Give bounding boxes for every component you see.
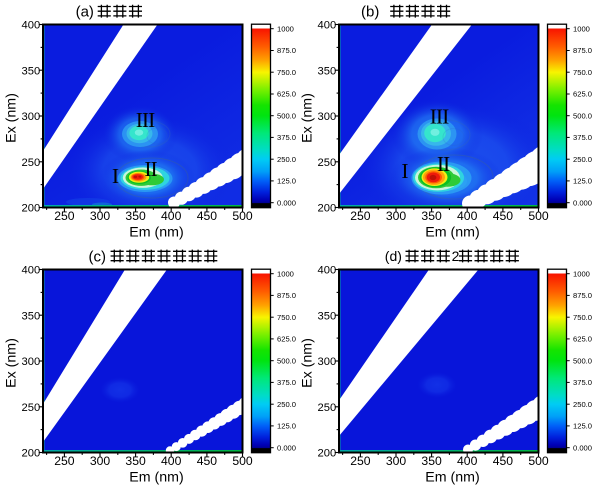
svg-text:1000: 1000: [573, 269, 590, 278]
svg-text:625.0: 625.0: [277, 90, 296, 99]
svg-text:(b): (b): [361, 4, 379, 21]
svg-text:125.0: 125.0: [573, 177, 592, 186]
svg-text:750.0: 750.0: [573, 313, 592, 322]
svg-text:350: 350: [318, 310, 337, 322]
svg-text:Ex (nm): Ex (nm): [300, 338, 316, 388]
svg-text:750.0: 750.0: [573, 68, 592, 77]
svg-text:375.0: 375.0: [573, 133, 592, 142]
svg-text:III: III: [430, 105, 449, 129]
svg-text:(d): (d): [385, 248, 402, 264]
svg-text:250: 250: [318, 157, 337, 169]
svg-text:750.0: 750.0: [277, 313, 296, 322]
svg-text:250.0: 250.0: [277, 400, 296, 409]
svg-text:500: 500: [528, 454, 549, 468]
svg-text:III: III: [136, 108, 155, 132]
svg-text:500.0: 500.0: [277, 356, 296, 365]
svg-text:Em (nm): Em (nm): [425, 470, 479, 486]
svg-text:2: 2: [452, 248, 460, 264]
svg-text:875.0: 875.0: [277, 291, 296, 300]
svg-text:350: 350: [22, 66, 41, 78]
svg-text:0.000: 0.000: [277, 198, 296, 207]
svg-text:Em (nm): Em (nm): [129, 225, 183, 241]
svg-text:400: 400: [318, 265, 337, 277]
svg-text:Em (nm): Em (nm): [425, 225, 479, 241]
svg-text:350: 350: [318, 66, 337, 78]
svg-text:300: 300: [318, 356, 337, 368]
svg-text:0.000: 0.000: [277, 443, 296, 452]
svg-text:500: 500: [232, 454, 253, 468]
svg-text:450: 450: [493, 454, 514, 468]
svg-text:(a): (a): [76, 4, 94, 21]
svg-text:400: 400: [161, 209, 182, 223]
svg-text:300: 300: [386, 454, 407, 468]
svg-text:300: 300: [386, 209, 407, 223]
svg-text:0.000: 0.000: [573, 198, 592, 207]
svg-text:(c): (c): [89, 248, 107, 265]
svg-text:350: 350: [421, 209, 442, 223]
svg-text:250: 250: [318, 402, 337, 414]
svg-text:500.0: 500.0: [277, 111, 296, 120]
svg-text:0.000: 0.000: [573, 443, 592, 452]
svg-text:250: 250: [350, 454, 371, 468]
svg-text:I: I: [112, 164, 119, 188]
svg-text:400: 400: [318, 20, 337, 32]
svg-text:250: 250: [22, 157, 41, 169]
svg-text:300: 300: [22, 111, 41, 123]
svg-text:125.0: 125.0: [277, 177, 296, 186]
svg-text:200: 200: [318, 448, 337, 460]
svg-text:875.0: 875.0: [277, 46, 296, 55]
svg-text:250: 250: [54, 209, 75, 223]
svg-text:875.0: 875.0: [573, 291, 592, 300]
svg-text:350: 350: [125, 209, 146, 223]
svg-text:1000: 1000: [277, 24, 294, 33]
svg-text:350: 350: [421, 454, 442, 468]
svg-text:875.0: 875.0: [573, 46, 592, 55]
svg-text:250: 250: [22, 402, 41, 414]
svg-text:375.0: 375.0: [277, 133, 296, 142]
svg-text:375.0: 375.0: [573, 378, 592, 387]
svg-text:125.0: 125.0: [277, 422, 296, 431]
svg-text:450: 450: [197, 209, 218, 223]
svg-text:1000: 1000: [277, 269, 294, 278]
svg-text:Em (nm): Em (nm): [129, 470, 183, 486]
svg-text:300: 300: [90, 454, 111, 468]
svg-text:500.0: 500.0: [573, 356, 592, 365]
svg-text:250: 250: [350, 209, 371, 223]
svg-text:250.0: 250.0: [573, 155, 592, 164]
svg-text:1000: 1000: [573, 24, 590, 33]
svg-text:625.0: 625.0: [573, 90, 592, 99]
svg-text:750.0: 750.0: [277, 68, 296, 77]
svg-text:400: 400: [457, 454, 478, 468]
svg-text:400: 400: [457, 209, 478, 223]
svg-text:300: 300: [90, 209, 111, 223]
svg-text:625.0: 625.0: [277, 335, 296, 344]
svg-text:250.0: 250.0: [573, 400, 592, 409]
svg-text:200: 200: [22, 448, 41, 460]
svg-text:375.0: 375.0: [277, 378, 296, 387]
svg-text:500: 500: [232, 209, 253, 223]
svg-text:400: 400: [161, 454, 182, 468]
svg-text:400: 400: [22, 20, 41, 32]
svg-text:II: II: [144, 157, 157, 181]
svg-text:350: 350: [125, 454, 146, 468]
svg-text:Ex (nm): Ex (nm): [4, 338, 20, 388]
svg-text:Ex (nm): Ex (nm): [300, 93, 316, 143]
svg-text:II: II: [437, 152, 450, 176]
svg-text:500: 500: [528, 209, 549, 223]
svg-text:250.0: 250.0: [277, 155, 296, 164]
svg-text:400: 400: [22, 265, 41, 277]
svg-text:350: 350: [22, 310, 41, 322]
svg-text:450: 450: [493, 209, 514, 223]
svg-text:200: 200: [318, 203, 337, 215]
svg-text:200: 200: [22, 203, 41, 215]
svg-text:300: 300: [318, 111, 337, 123]
svg-text:500.0: 500.0: [573, 111, 592, 120]
svg-text:300: 300: [22, 356, 41, 368]
svg-text:625.0: 625.0: [573, 335, 592, 344]
svg-text:125.0: 125.0: [573, 422, 592, 431]
svg-text:450: 450: [197, 454, 218, 468]
svg-text:I: I: [401, 159, 408, 183]
svg-text:250: 250: [54, 454, 75, 468]
svg-text:Ex (nm): Ex (nm): [4, 93, 20, 143]
